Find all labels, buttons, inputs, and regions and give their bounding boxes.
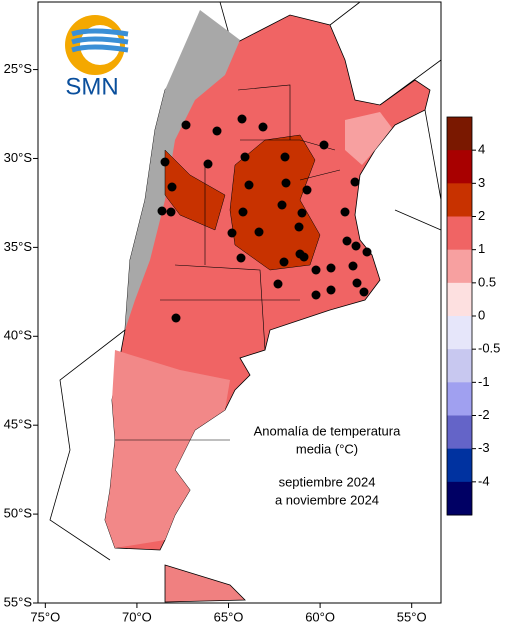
station	[351, 241, 361, 251]
legend-swatch	[447, 481, 472, 516]
legend-swatch	[447, 382, 472, 416]
shading	[105, 10, 392, 548]
station	[236, 253, 246, 263]
logo: SMN	[65, 15, 129, 100]
legend-label: 0.5	[478, 274, 496, 289]
legend-label: 4	[478, 142, 485, 157]
station	[227, 228, 237, 238]
station	[326, 285, 336, 295]
station	[203, 159, 213, 169]
legend-swatch	[447, 316, 472, 350]
lon-tick-label: 70°O	[122, 609, 152, 624]
station	[297, 208, 307, 218]
station	[311, 265, 321, 275]
legend-label: -3	[478, 440, 490, 455]
station	[279, 257, 289, 267]
lat-tick-label: 55°S	[4, 594, 33, 609]
station	[212, 126, 222, 136]
annotation: Anomalía de temperatura media (°C) septi…	[254, 423, 401, 507]
station	[273, 279, 283, 289]
lat-tick-label: 40°S	[4, 328, 33, 343]
legend-label: -0.5	[478, 341, 500, 356]
legend-swatch	[447, 282, 472, 317]
lon-tick-label: 55°O	[397, 609, 427, 624]
station	[254, 227, 264, 237]
logo-text: SMN	[65, 73, 118, 100]
legend-label: -1	[478, 374, 490, 389]
legend-label: -2	[478, 407, 490, 422]
annotation-line: Anomalía de temperatura	[254, 423, 401, 438]
station	[302, 185, 312, 195]
lat-tick-label: 50°S	[4, 506, 33, 521]
station	[280, 152, 290, 162]
station	[238, 207, 248, 217]
station	[167, 182, 177, 192]
station	[319, 140, 329, 150]
legend-label: 2	[478, 208, 485, 223]
station	[359, 287, 369, 297]
lat-tick-label: 25°S	[4, 61, 33, 76]
light-patagonia	[105, 350, 230, 548]
map-frame	[37, 1, 442, 604]
legend-swatch	[447, 183, 472, 217]
light-northeast	[345, 112, 392, 165]
andes	[125, 10, 240, 330]
stations	[157, 114, 372, 323]
legend-swatch	[447, 415, 472, 450]
lat-tick-label: 35°S	[4, 239, 33, 254]
tierra-del-fuego	[164, 564, 246, 603]
station	[237, 114, 247, 124]
legend-swatch	[447, 249, 472, 284]
station	[240, 152, 250, 162]
station	[157, 206, 167, 216]
station	[352, 278, 362, 288]
lon-tick-label: 65°O	[214, 609, 244, 624]
station	[181, 120, 191, 130]
legend-swatch	[447, 448, 472, 483]
annotation-line: septiembre 2024	[279, 474, 376, 489]
lon-tick-label: 75°O	[30, 609, 60, 624]
annotation-line: media (°C)	[296, 441, 358, 456]
station	[311, 290, 321, 300]
station	[171, 313, 181, 323]
station	[348, 261, 358, 271]
station	[160, 157, 170, 167]
station	[281, 178, 291, 188]
legend-swatch	[447, 150, 472, 184]
station	[350, 177, 360, 187]
station	[340, 207, 350, 217]
station	[342, 236, 352, 246]
axes: 25°S 30°S 35°S 40°S 45°S 50°S 55°S75°O 70°O 65°O…	[4, 61, 427, 624]
station	[326, 263, 336, 273]
legend: 4 3 2 1 0.5 0 -0.5 -1 -2 -3 -4	[446, 116, 500, 516]
lat-tick-label: 30°S	[4, 150, 33, 165]
neighbor-lines	[49, 1, 442, 561]
station	[244, 180, 254, 190]
annotation-line: a noviembre 2024	[275, 492, 379, 507]
legend-label: 1	[478, 241, 485, 256]
legend-swatch	[447, 216, 472, 251]
station	[299, 252, 309, 262]
legend-swatch	[447, 349, 472, 383]
station	[362, 247, 372, 257]
warm-west	[164, 149, 226, 231]
lat-tick-label: 45°S	[4, 417, 33, 432]
province-lines	[115, 84, 341, 441]
station	[277, 200, 287, 210]
legend-label: 3	[478, 175, 485, 190]
station	[258, 122, 268, 132]
station	[294, 222, 304, 232]
legend-label: -4	[478, 473, 490, 488]
legend-swatch	[447, 117, 472, 151]
legend-label: 0	[478, 307, 485, 322]
lon-tick-label: 60°O	[305, 609, 335, 624]
station	[166, 207, 176, 217]
